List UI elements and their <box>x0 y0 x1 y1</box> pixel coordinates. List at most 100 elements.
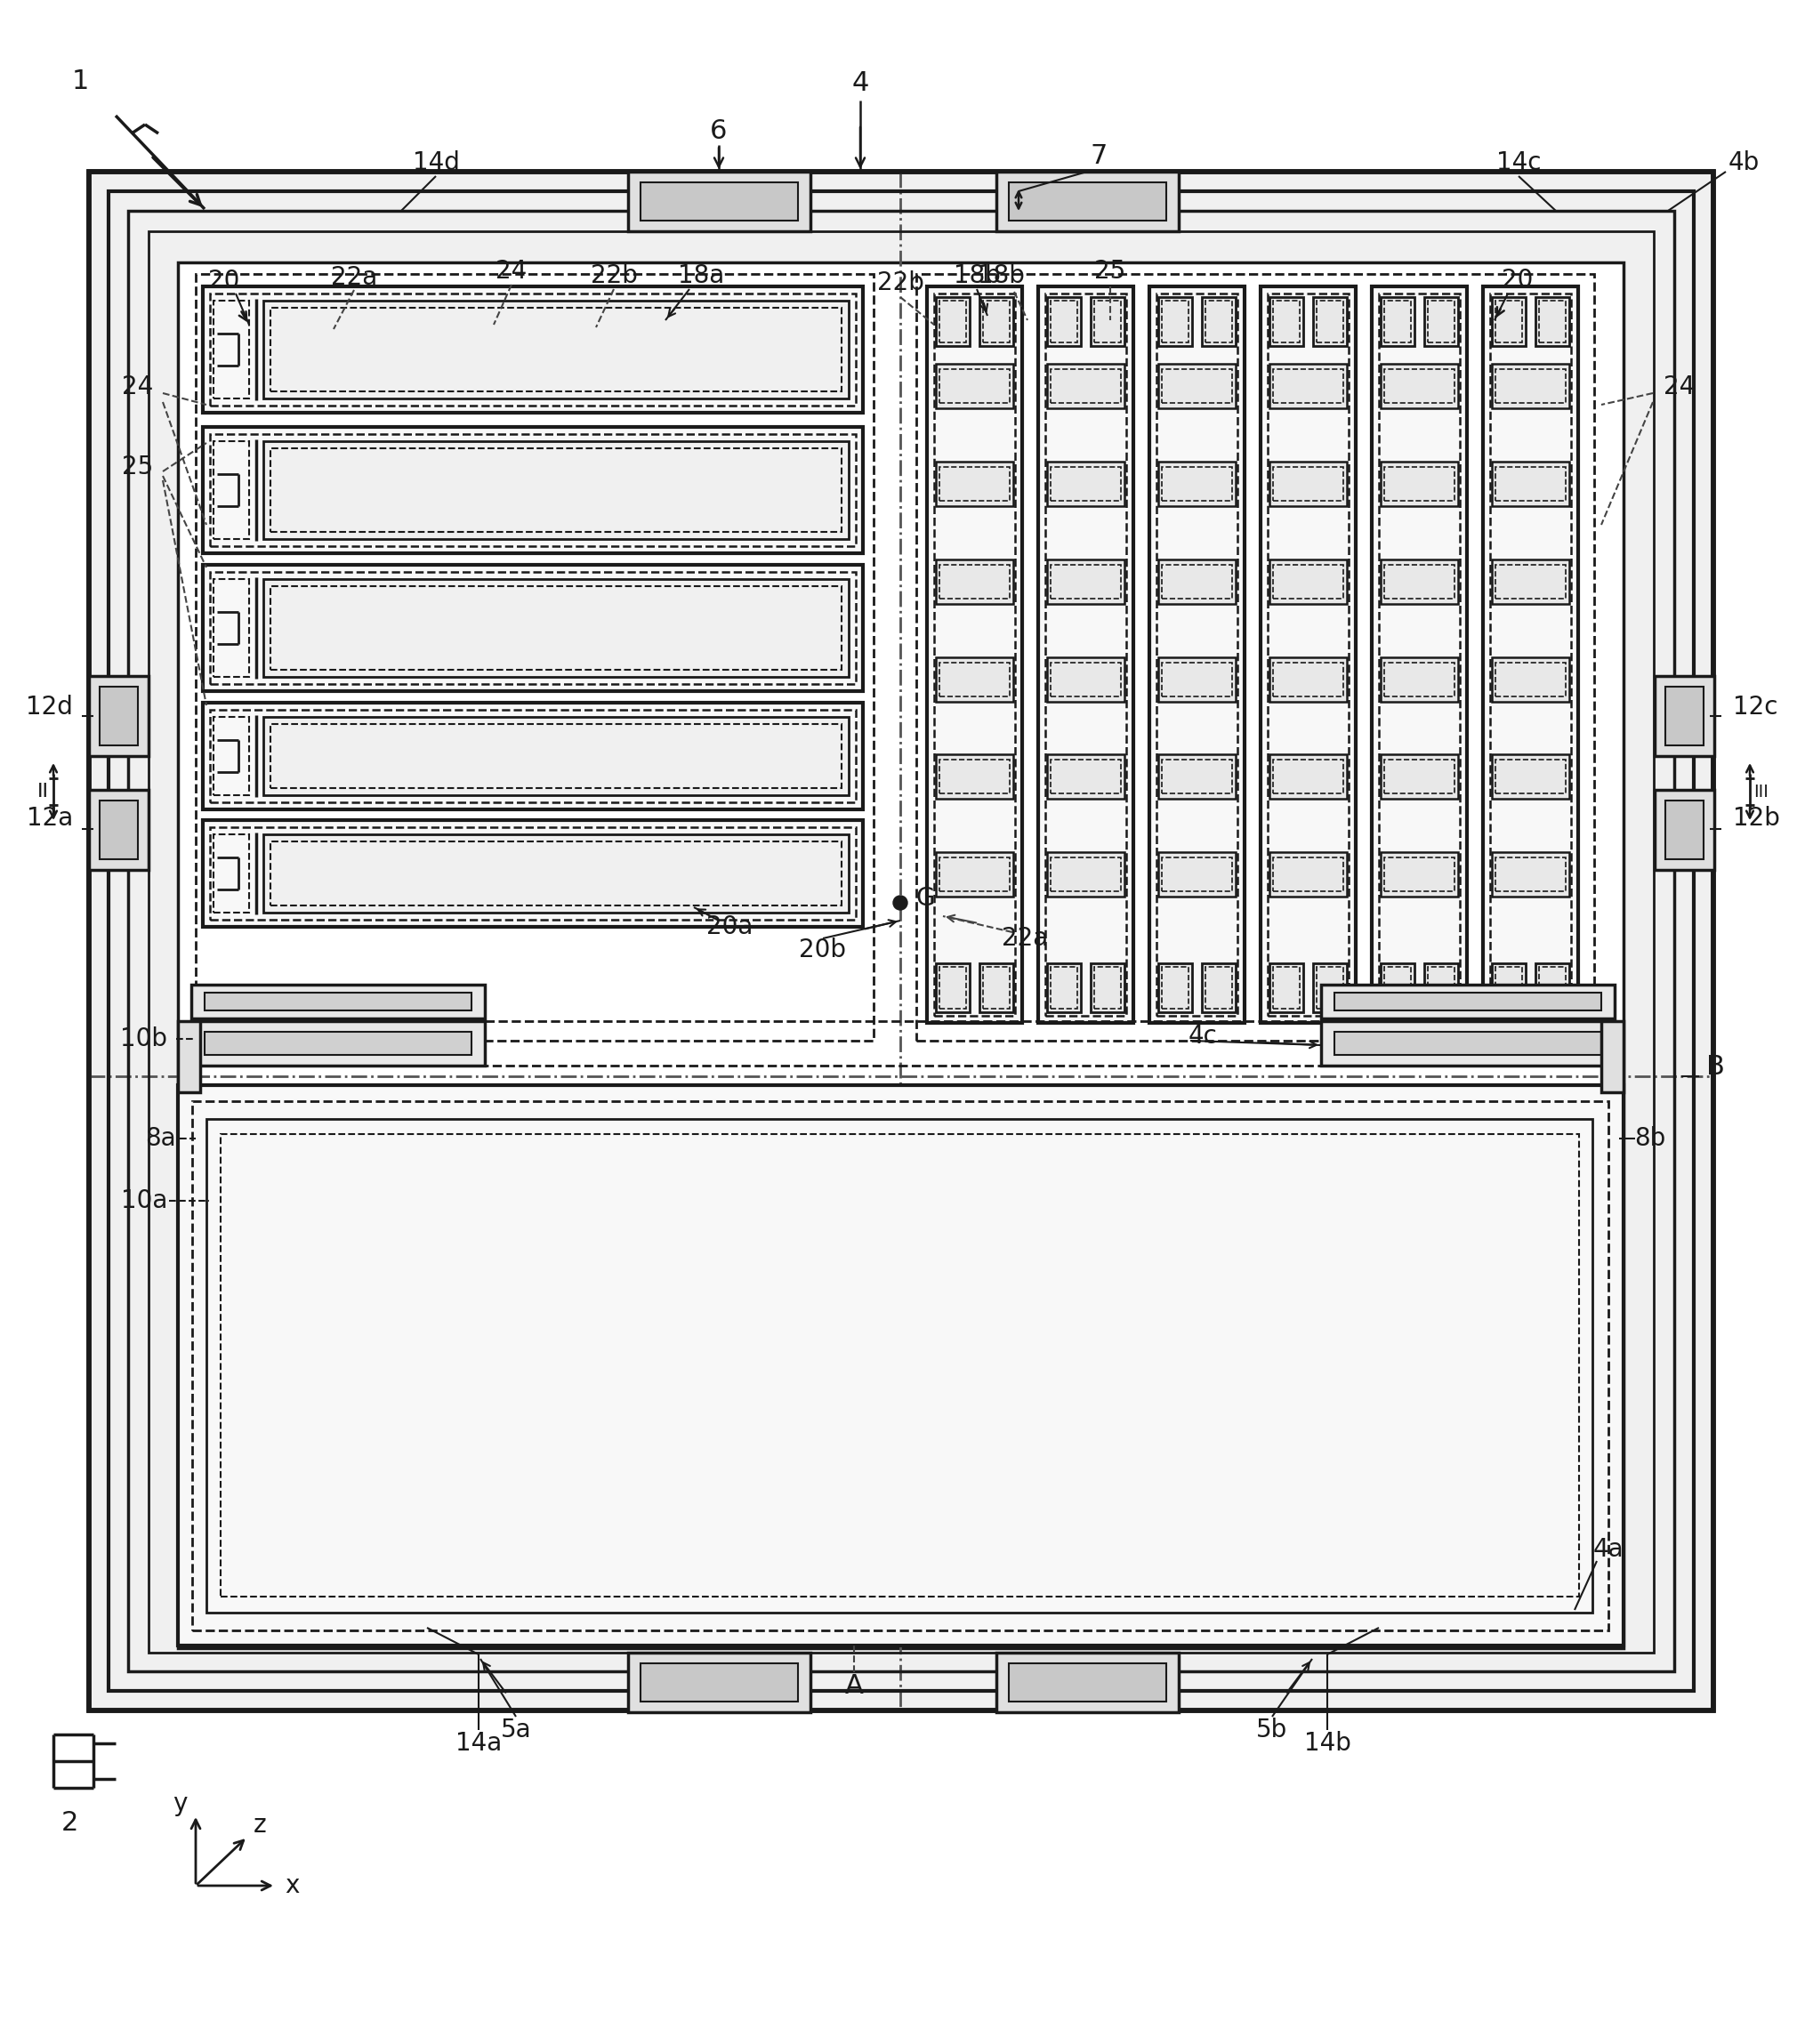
Bar <box>1260 286 1356 1022</box>
Bar <box>996 1654 1179 1713</box>
Bar <box>1159 364 1236 409</box>
Bar <box>1150 286 1245 1022</box>
Bar <box>1428 967 1455 1008</box>
Text: 20b: 20b <box>800 938 847 963</box>
Circle shape <box>893 895 908 910</box>
Text: 12d: 12d <box>25 695 72 719</box>
Bar <box>1090 296 1125 345</box>
Bar <box>641 182 798 221</box>
Bar <box>1495 466 1565 501</box>
Bar <box>939 858 1009 891</box>
Bar <box>264 834 848 912</box>
Bar <box>1162 564 1233 599</box>
Bar <box>1273 760 1343 793</box>
Text: B: B <box>1706 1055 1726 1081</box>
Bar <box>1495 370 1565 403</box>
Text: 10a: 10a <box>121 1188 168 1214</box>
Text: A: A <box>845 1672 863 1699</box>
Bar <box>1273 370 1343 403</box>
Bar <box>148 231 1653 1654</box>
Bar <box>984 967 1009 1008</box>
Text: 2: 2 <box>61 1811 78 1836</box>
Bar <box>1159 656 1236 701</box>
Bar <box>213 834 249 912</box>
Bar <box>1202 296 1236 345</box>
Bar <box>88 789 148 871</box>
Bar <box>996 172 1179 231</box>
Bar <box>1162 967 1188 1008</box>
Bar <box>1090 963 1125 1012</box>
Text: 12c: 12c <box>1733 695 1778 719</box>
Bar <box>271 309 841 390</box>
Bar <box>1045 294 1126 1016</box>
Bar <box>1384 564 1455 599</box>
Bar <box>191 1022 486 1065</box>
Bar <box>1334 1032 1601 1055</box>
Text: 22a: 22a <box>330 266 377 290</box>
Bar <box>1047 852 1125 897</box>
Bar <box>1047 462 1125 507</box>
Bar <box>1269 656 1347 701</box>
Bar <box>1384 760 1455 793</box>
Bar <box>1312 296 1347 345</box>
Text: 7: 7 <box>1090 143 1106 168</box>
Bar <box>1159 754 1236 799</box>
Bar <box>935 656 1013 701</box>
Bar <box>1159 852 1236 897</box>
Text: 4: 4 <box>852 69 868 96</box>
Bar <box>980 296 1013 345</box>
Bar <box>202 703 863 809</box>
Bar <box>1666 801 1704 858</box>
Bar <box>128 211 1675 1672</box>
Bar <box>1047 296 1081 345</box>
Bar <box>206 1118 1592 1613</box>
Bar <box>1269 754 1347 799</box>
Bar <box>1094 300 1121 343</box>
Bar <box>1273 662 1343 697</box>
Bar <box>209 572 856 685</box>
Text: 5a: 5a <box>500 1717 531 1741</box>
Bar <box>1316 967 1343 1008</box>
Bar <box>1381 560 1458 603</box>
Text: 24: 24 <box>1664 374 1695 399</box>
Bar <box>1381 462 1458 507</box>
Text: 12a: 12a <box>27 805 72 830</box>
Text: 25: 25 <box>1094 260 1126 284</box>
Bar <box>1051 662 1121 697</box>
Bar <box>1273 300 1300 343</box>
Bar <box>202 286 863 413</box>
Text: 14c: 14c <box>1496 151 1541 176</box>
Text: 20: 20 <box>1502 268 1534 292</box>
Bar <box>1381 296 1415 345</box>
Bar <box>1424 296 1458 345</box>
Bar <box>209 828 856 920</box>
Bar <box>1047 656 1125 701</box>
Bar <box>1428 300 1455 343</box>
Bar <box>1047 963 1081 1012</box>
Text: 4b: 4b <box>1727 151 1760 176</box>
Bar <box>271 587 841 670</box>
Bar <box>935 560 1013 603</box>
Bar <box>935 963 969 1012</box>
Text: 22b: 22b <box>877 270 924 294</box>
Text: 6: 6 <box>709 119 727 145</box>
Bar <box>1493 560 1569 603</box>
Bar <box>1321 985 1615 1018</box>
Bar <box>204 1032 471 1055</box>
Bar <box>1493 364 1569 409</box>
Bar <box>1495 564 1565 599</box>
Bar <box>1384 662 1455 697</box>
Text: y: y <box>173 1791 188 1817</box>
Bar <box>99 687 137 746</box>
Bar <box>1493 462 1569 507</box>
Bar <box>1536 296 1569 345</box>
Bar <box>264 717 848 795</box>
Bar <box>1051 300 1078 343</box>
Bar <box>1269 462 1347 507</box>
Bar <box>1384 370 1455 403</box>
Bar <box>1206 300 1233 343</box>
Bar <box>191 985 486 1018</box>
Bar <box>1493 963 1525 1012</box>
Bar <box>1159 560 1236 603</box>
Bar <box>264 300 848 399</box>
